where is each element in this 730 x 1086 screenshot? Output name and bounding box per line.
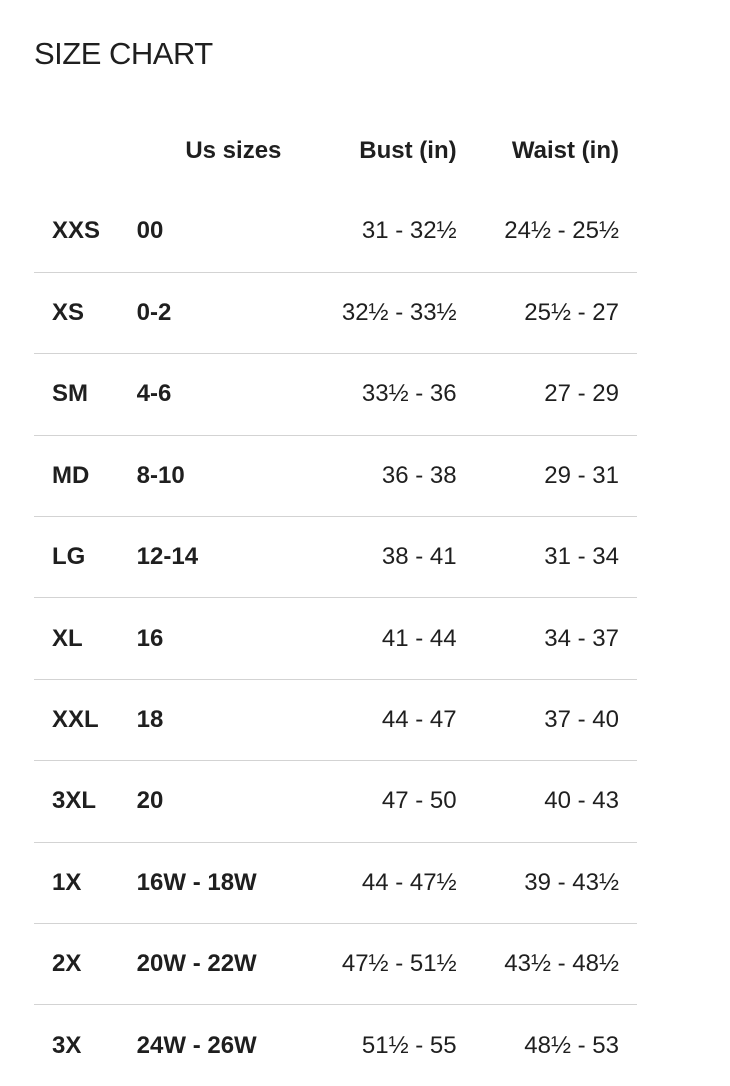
table-row: 3XL 20 47 - 50 40 - 43 bbox=[34, 760, 637, 843]
size-chart-table: Us sizes Bust (in) Waist (in) XXS 00 31 - … bbox=[34, 111, 637, 1086]
size-cell: SM bbox=[34, 353, 137, 436]
header-us-sizes: Us sizes bbox=[185, 137, 282, 164]
bust-cell: 51½ - 55 bbox=[301, 1004, 457, 1086]
bust-cell: 33½ - 36 bbox=[301, 353, 457, 436]
bust-cell: 44 - 47 bbox=[301, 678, 457, 761]
waist-cell: 25½ - 27 bbox=[456, 271, 637, 354]
bust-cell: 41 - 44 bbox=[301, 597, 457, 680]
us-size-cell: 20W - 22W bbox=[136, 923, 302, 1005]
waist-cell: 43½ - 48½ bbox=[456, 923, 637, 1005]
size-cell: 3XL bbox=[34, 760, 137, 843]
waist-cell: 39 - 43½ bbox=[456, 841, 637, 924]
bust-cell: 31 - 32½ bbox=[361, 217, 457, 245]
us-size-cell: 20 bbox=[136, 760, 302, 843]
waist-cell: 37 - 40 bbox=[456, 678, 637, 761]
waist-cell: 40 - 43 bbox=[456, 760, 637, 843]
us-size-cell: 16 bbox=[136, 597, 302, 680]
us-size-cell: 00 bbox=[136, 217, 164, 245]
table-row: XL 16 41 - 44 34 - 37 bbox=[34, 597, 637, 680]
bust-cell: 47½ - 51½ bbox=[301, 923, 457, 1005]
size-cell: XXS bbox=[52, 217, 101, 245]
table-row: 1X 16W - 18W 44 - 47½ 39 - 43½ bbox=[34, 841, 637, 924]
waist-cell: 27 - 29 bbox=[456, 353, 637, 436]
table-row: XXL 18 44 - 47 37 - 40 bbox=[34, 678, 637, 761]
us-size-cell: 4-6 bbox=[136, 353, 302, 436]
bust-cell: 38 - 41 bbox=[301, 516, 457, 598]
waist-cell: 29 - 31 bbox=[456, 434, 637, 517]
table-row: MD 8-10 36 - 38 29 - 31 bbox=[34, 434, 637, 517]
bust-cell: 32½ - 33½ bbox=[301, 271, 457, 354]
size-cell: MD bbox=[34, 434, 137, 517]
size-cell: LG bbox=[34, 516, 137, 598]
us-size-cell: 24W - 26W bbox=[136, 1004, 302, 1086]
bust-cell: 36 - 38 bbox=[301, 434, 457, 517]
table-row: LG 12-14 38 - 41 31 - 34 bbox=[34, 516, 637, 598]
table-header-row: Us sizes Bust (in) Waist (in) bbox=[34, 111, 637, 191]
us-size-cell: 8-10 bbox=[136, 434, 302, 517]
table-row: 3X 24W - 26W 51½ - 55 48½ - 53 bbox=[34, 1004, 637, 1086]
waist-cell: 48½ - 53 bbox=[456, 1004, 637, 1086]
size-cell: XXL bbox=[34, 678, 137, 761]
table-row: XXS 00 31 - 32½ 24½ - 25½ bbox=[34, 191, 637, 272]
header-bust: Bust (in) bbox=[359, 137, 457, 164]
us-size-cell: 18 bbox=[136, 678, 302, 761]
us-size-cell: 0-2 bbox=[136, 271, 302, 354]
bust-cell: 47 - 50 bbox=[301, 760, 457, 843]
size-cell: 1X bbox=[34, 841, 137, 924]
us-size-cell: 16W - 18W bbox=[136, 841, 302, 924]
table-row: 2X 20W - 22W 47½ - 51½ 43½ - 48½ bbox=[34, 923, 637, 1005]
table-row: SM 4-6 33½ - 36 27 - 29 bbox=[34, 353, 637, 436]
page-title: SIZE CHART bbox=[34, 36, 213, 71]
header-waist: Waist (in) bbox=[511, 137, 619, 164]
waist-cell: 24½ - 25½ bbox=[504, 217, 619, 245]
size-cell: XS bbox=[34, 271, 137, 354]
table-row: XS 0-2 32½ - 33½ 25½ - 27 bbox=[34, 271, 637, 354]
header-size bbox=[34, 111, 137, 191]
waist-cell: 31 - 34 bbox=[456, 516, 637, 598]
size-cell: XL bbox=[34, 597, 137, 680]
us-size-cell: 12-14 bbox=[136, 516, 302, 598]
waist-cell: 34 - 37 bbox=[456, 597, 637, 680]
bust-cell: 44 - 47½ bbox=[301, 841, 457, 924]
size-cell: 2X bbox=[34, 923, 137, 1005]
size-cell: 3X bbox=[34, 1004, 137, 1086]
